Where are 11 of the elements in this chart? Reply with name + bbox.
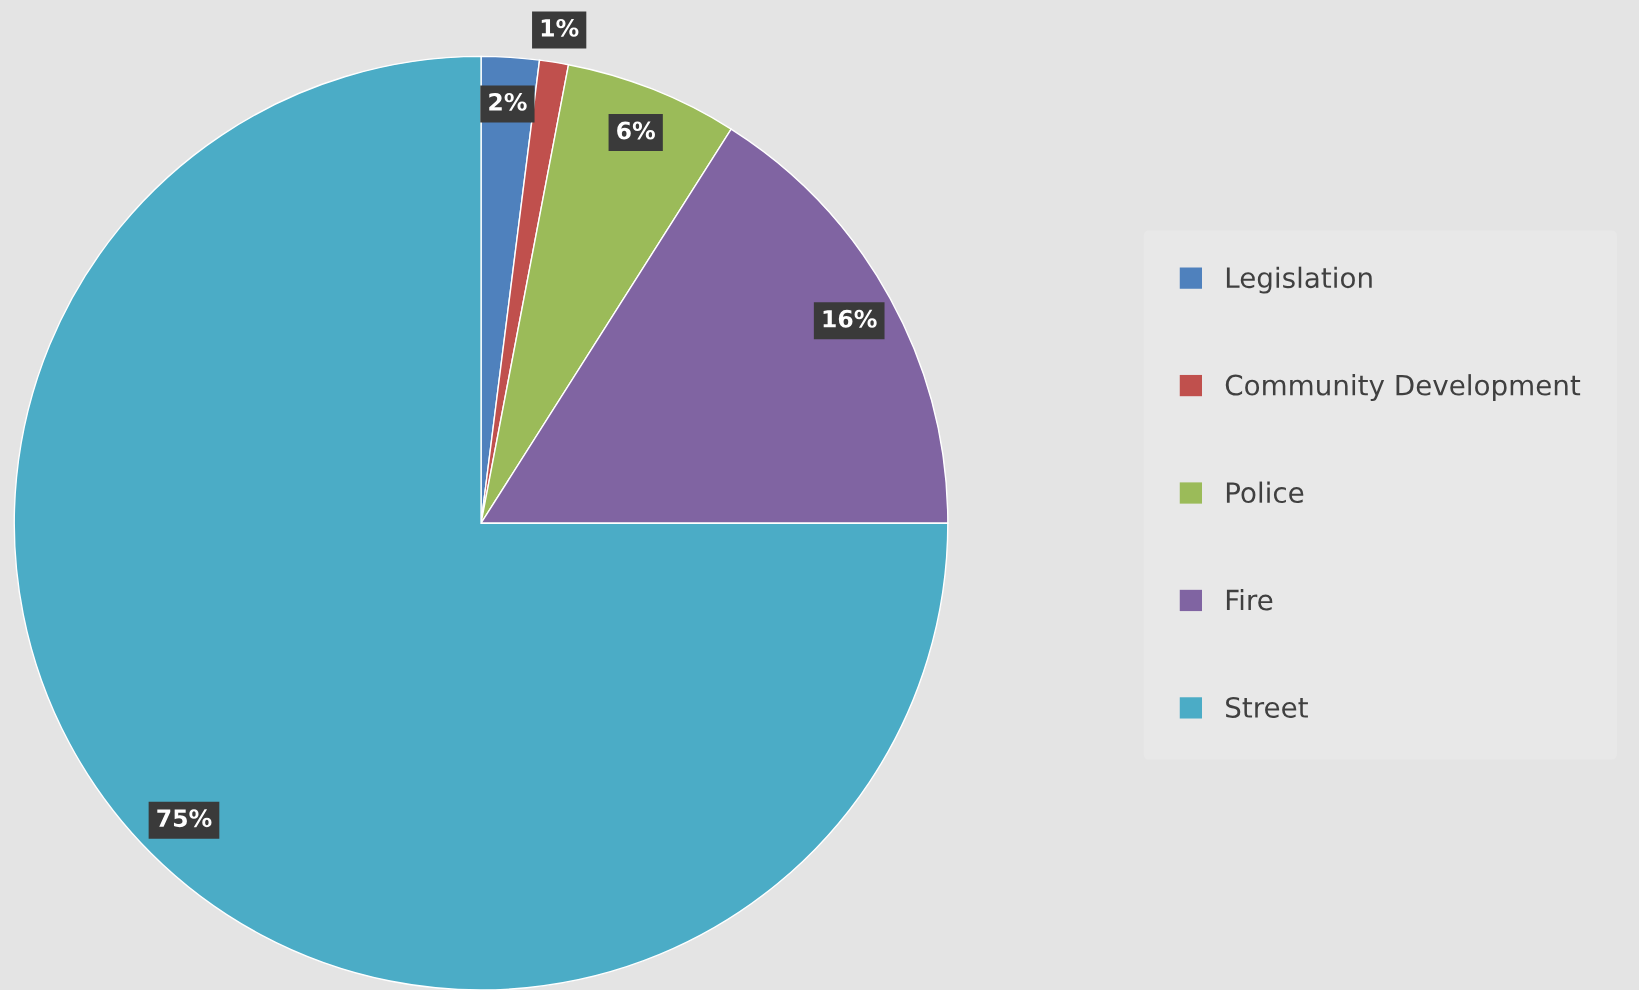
legend-label: Legislation: [1226, 266, 1372, 294]
pie-slice: [13, 55, 949, 990]
legend-label: Community Development: [1225, 374, 1581, 401]
legend-label: Police: [1226, 481, 1304, 504]
data-label: 16%: [823, 309, 877, 328]
data-label: 1%: [541, 18, 579, 37]
data-label: 2%: [489, 92, 527, 111]
data-label: 75%: [157, 809, 212, 828]
data-label: 6%: [617, 121, 655, 140]
legend-label: Street: [1226, 696, 1308, 718]
legend-label: Fire: [1226, 589, 1273, 611]
